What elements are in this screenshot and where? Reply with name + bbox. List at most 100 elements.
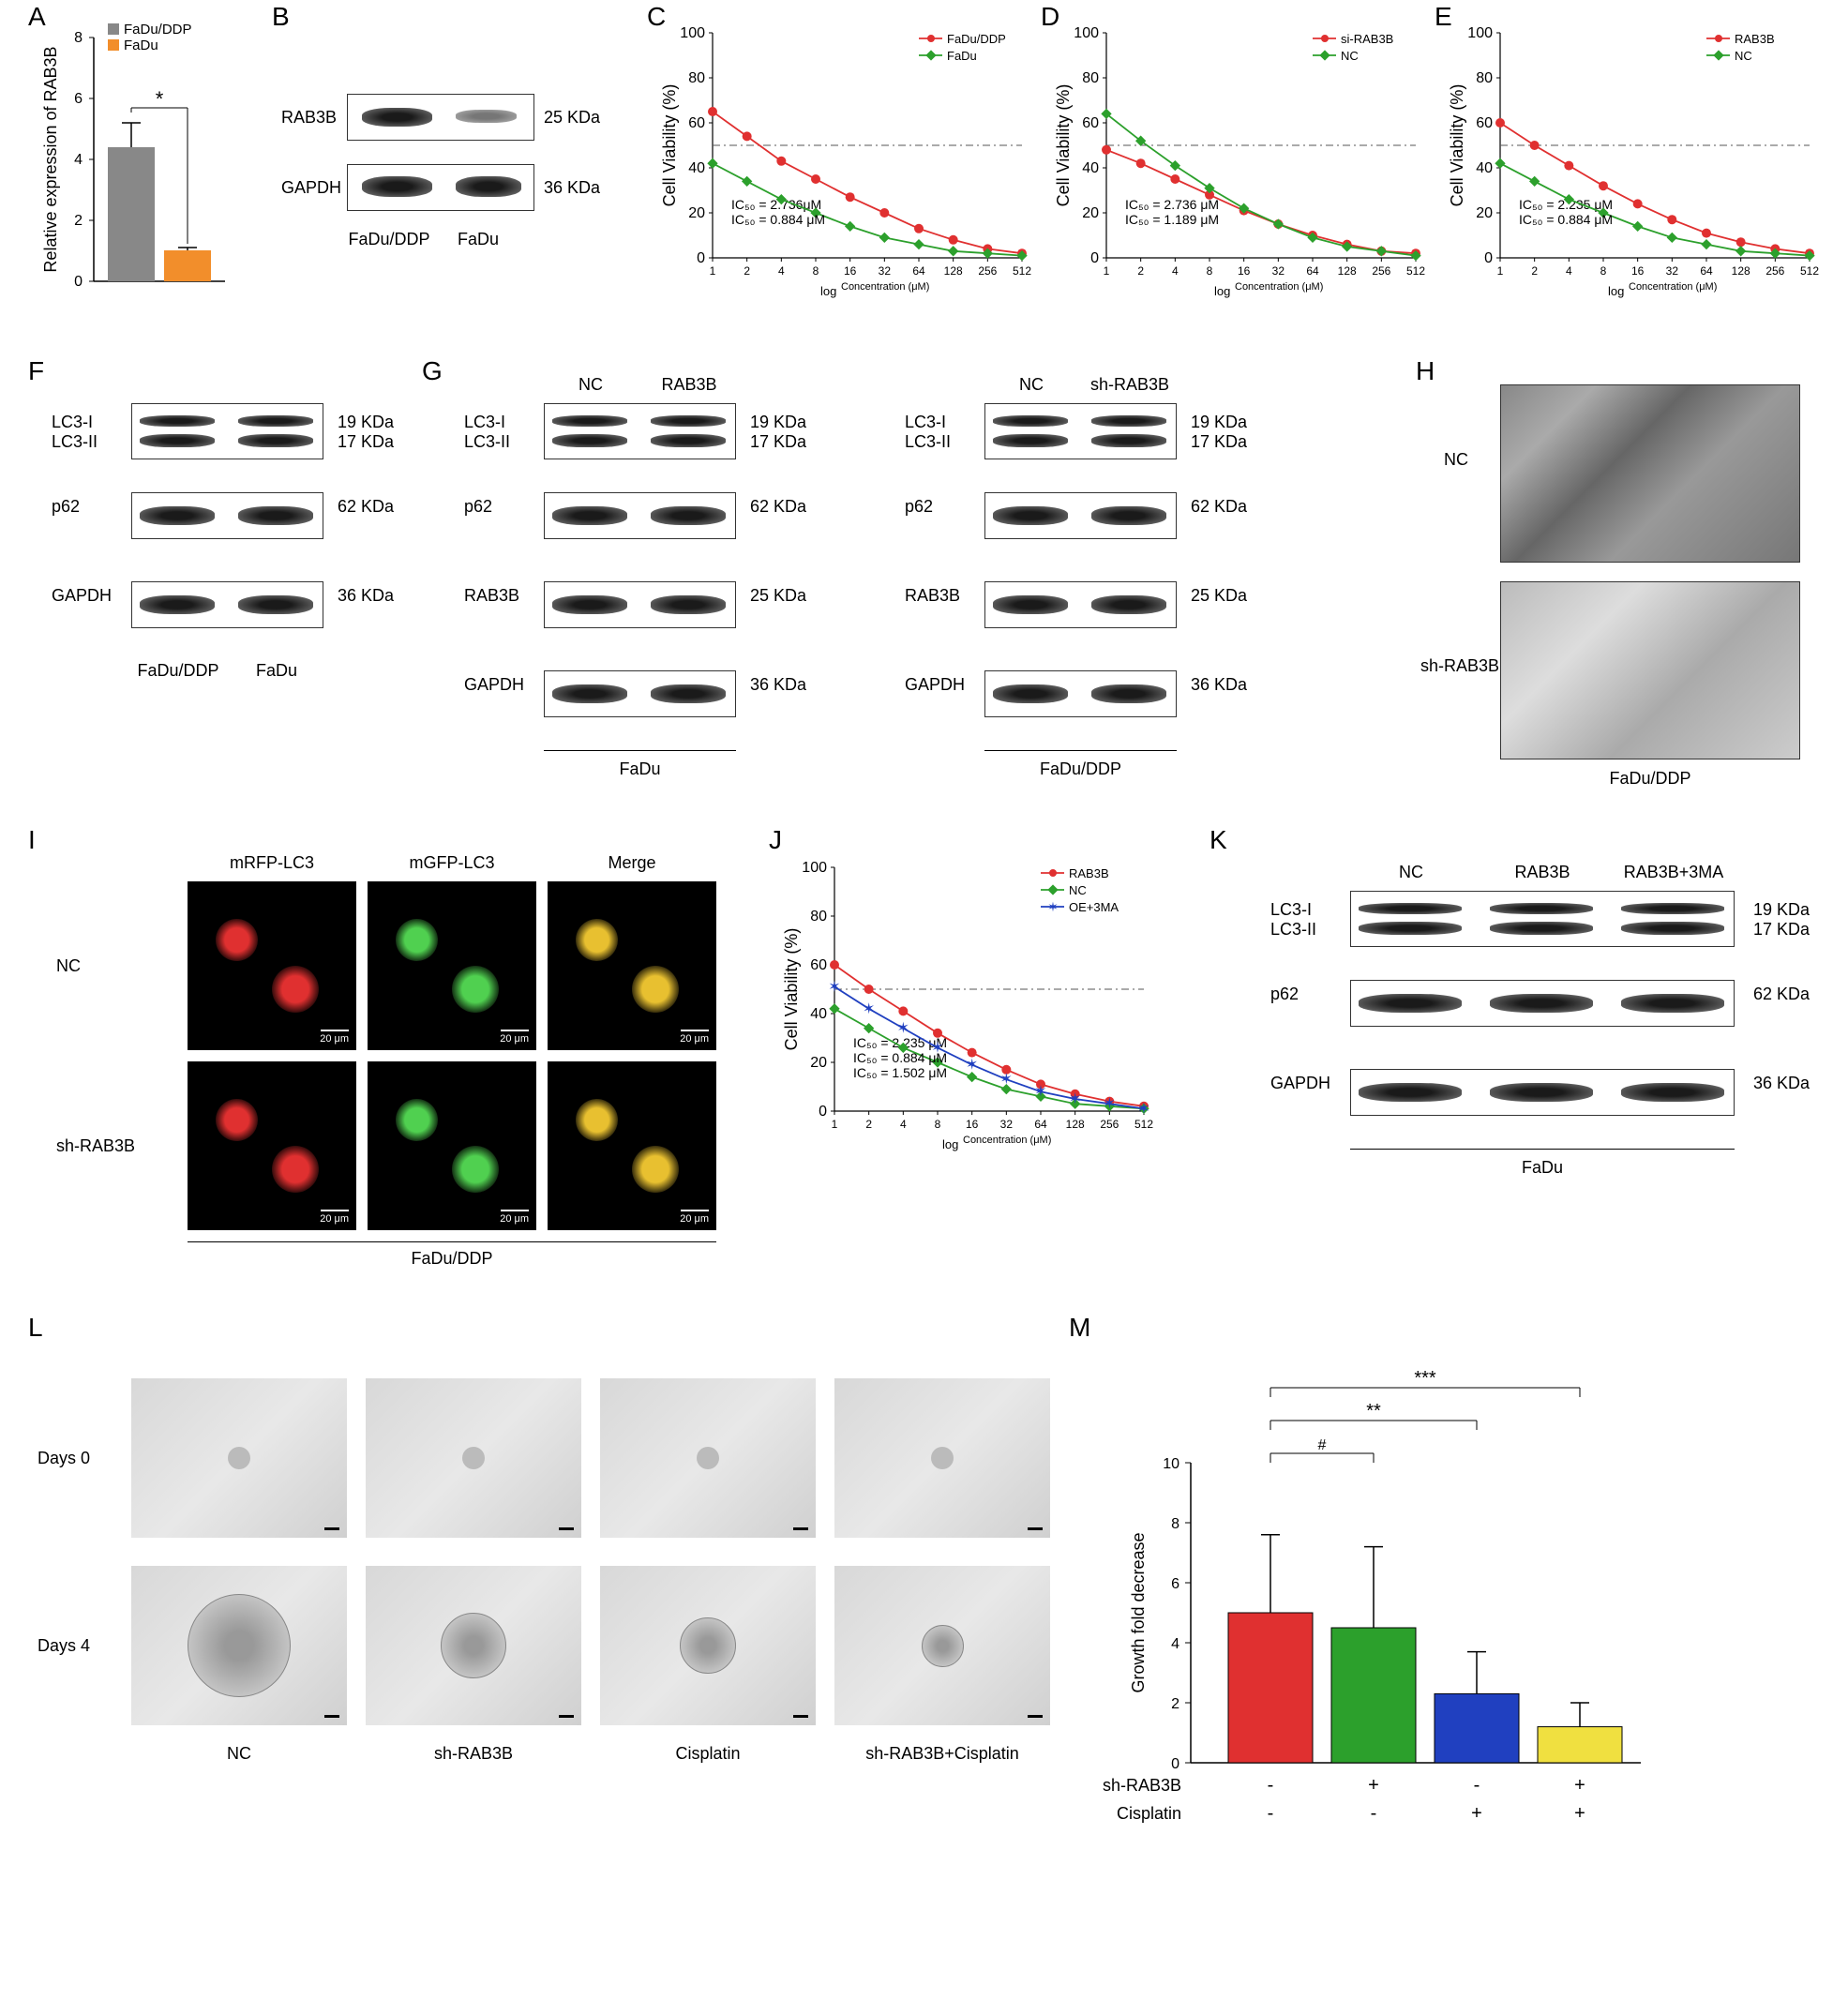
weight-label: 19 KDa 17 KDa xyxy=(750,413,806,452)
svg-text:128: 128 xyxy=(1338,264,1357,278)
top-label: RAB3B xyxy=(642,375,736,395)
svg-text:log: log xyxy=(1214,284,1230,298)
svg-text:+: + xyxy=(1471,1803,1482,1824)
svg-text:128: 128 xyxy=(1066,1118,1085,1131)
svg-text:20: 20 xyxy=(1082,205,1099,221)
svg-text:60: 60 xyxy=(810,957,827,973)
blot xyxy=(1350,891,1735,947)
svg-text:60: 60 xyxy=(1082,115,1099,131)
svg-text:0: 0 xyxy=(819,1104,827,1120)
svg-text:***: *** xyxy=(1414,1368,1436,1389)
svg-text:16: 16 xyxy=(1631,264,1645,278)
svg-text:0: 0 xyxy=(1484,250,1493,266)
weight-label: 19 KDa 17 KDa xyxy=(1191,413,1247,452)
weight-label: 36 KDa xyxy=(1753,1074,1810,1093)
fluor-row-label: NC xyxy=(56,956,81,976)
blot xyxy=(1350,1069,1735,1116)
svg-text:sh-RAB3B: sh-RAB3B xyxy=(1103,1776,1181,1795)
weight-label: 62 KDa xyxy=(750,497,806,517)
blot xyxy=(544,492,736,539)
fluor-image: 20 μm xyxy=(188,881,356,1050)
blot xyxy=(984,670,1177,717)
pc-row-label: Days 4 xyxy=(38,1636,90,1656)
svg-text:0: 0 xyxy=(1171,1756,1179,1772)
svg-text:IC₅₀ = 2.736 μM: IC₅₀ = 2.736 μM xyxy=(1125,197,1219,212)
svg-text:8: 8 xyxy=(813,264,819,278)
protein-label: p62 xyxy=(52,497,80,517)
svg-text:512: 512 xyxy=(1013,264,1031,278)
svg-text:128: 128 xyxy=(1732,264,1750,278)
weight-label: 36 KDa xyxy=(750,675,806,695)
svg-text:✶: ✶ xyxy=(1104,1096,1116,1112)
panel-l-label: L xyxy=(28,1313,43,1343)
svg-text:64: 64 xyxy=(1700,264,1713,278)
fluor-image: 20 μm xyxy=(548,881,716,1050)
top-label: NC xyxy=(544,375,638,395)
weight-label: 19 KDa 17 KDa xyxy=(1753,900,1810,940)
blot xyxy=(544,670,736,717)
protein-rab3b: RAB3B xyxy=(281,108,337,128)
svg-text:1: 1 xyxy=(1104,264,1110,278)
svg-text:256: 256 xyxy=(978,264,997,278)
em-bottom: FaDu/DDP xyxy=(1594,769,1706,789)
pc-col-label: Cisplatin xyxy=(600,1744,816,1764)
panelJ-chart: 0 20 40 60 80 100 1 2 4 8 16 32 xyxy=(778,849,1153,1158)
svg-text:2: 2 xyxy=(1171,1696,1179,1712)
protein-label: p62 xyxy=(464,497,492,517)
sample-label: FaDu/DDP xyxy=(131,661,225,681)
pc-image xyxy=(600,1566,816,1725)
weight-label: 62 KDa xyxy=(338,497,394,517)
weight-label: 25 KDa xyxy=(1191,586,1247,606)
em-nc-label: NC xyxy=(1444,450,1468,470)
svg-text:IC₅₀ = 0.884 μM: IC₅₀ = 0.884 μM xyxy=(731,212,825,227)
fluor-image: 20 μm xyxy=(368,1061,536,1230)
svg-text:Cisplatin: Cisplatin xyxy=(1117,1804,1181,1823)
svg-text:2: 2 xyxy=(1137,264,1144,278)
svg-text:+: + xyxy=(1574,1775,1585,1796)
svg-text:40: 40 xyxy=(1082,160,1099,176)
svg-text:+: + xyxy=(1574,1803,1585,1824)
fluor-col-label: mRFP-LC3 xyxy=(188,853,356,873)
svg-text:FaDu: FaDu xyxy=(947,49,977,63)
blot xyxy=(984,403,1177,459)
bottom-label: FaDu/DDP xyxy=(984,759,1177,779)
protein-gapdh: GAPDH xyxy=(281,178,341,198)
svg-text:✶: ✶ xyxy=(1069,1091,1081,1107)
svg-text:✶: ✶ xyxy=(1034,1084,1046,1100)
svg-text:✶: ✶ xyxy=(1137,1101,1149,1117)
svg-text:8: 8 xyxy=(1600,264,1607,278)
svg-text:1: 1 xyxy=(1497,264,1504,278)
svg-text:✶: ✶ xyxy=(897,1021,909,1037)
svg-text:8: 8 xyxy=(1207,264,1213,278)
svg-text:20: 20 xyxy=(810,1055,827,1071)
svg-text:OE+3MA: OE+3MA xyxy=(1069,900,1119,914)
svg-text:log: log xyxy=(820,284,836,298)
svg-text:60: 60 xyxy=(1476,115,1493,131)
svg-text:512: 512 xyxy=(1134,1118,1153,1131)
svg-text:FaDu/DDP: FaDu/DDP xyxy=(947,32,1006,46)
svg-text:4: 4 xyxy=(1171,1636,1179,1652)
svg-text:128: 128 xyxy=(944,264,963,278)
svg-text:256: 256 xyxy=(1100,1118,1119,1131)
fluor-image: 20 μm xyxy=(548,1061,716,1230)
pc-row-label: Days 0 xyxy=(38,1449,90,1468)
panel-i-label: I xyxy=(28,825,36,855)
svg-text:+: + xyxy=(1368,1775,1379,1796)
svg-text:Concentration (μM): Concentration (μM) xyxy=(841,281,929,293)
svg-text:8: 8 xyxy=(74,30,83,46)
pc-image xyxy=(834,1566,1050,1725)
svg-text:100: 100 xyxy=(1074,25,1099,41)
svg-text:80: 80 xyxy=(1082,70,1099,86)
protein-label: RAB3B xyxy=(464,586,519,606)
svg-text:64: 64 xyxy=(912,264,925,278)
svg-text:20: 20 xyxy=(1476,205,1493,221)
blot xyxy=(131,403,323,459)
wt-rab3b: 25 KDa xyxy=(544,108,600,128)
svg-text:40: 40 xyxy=(1476,160,1493,176)
panel-g-label: G xyxy=(422,356,443,386)
svg-text:2: 2 xyxy=(74,213,83,229)
svg-text:60: 60 xyxy=(688,115,705,131)
svg-text:**: ** xyxy=(1366,1401,1381,1421)
svg-text:16: 16 xyxy=(966,1118,979,1131)
svg-text:NC: NC xyxy=(1341,49,1359,63)
